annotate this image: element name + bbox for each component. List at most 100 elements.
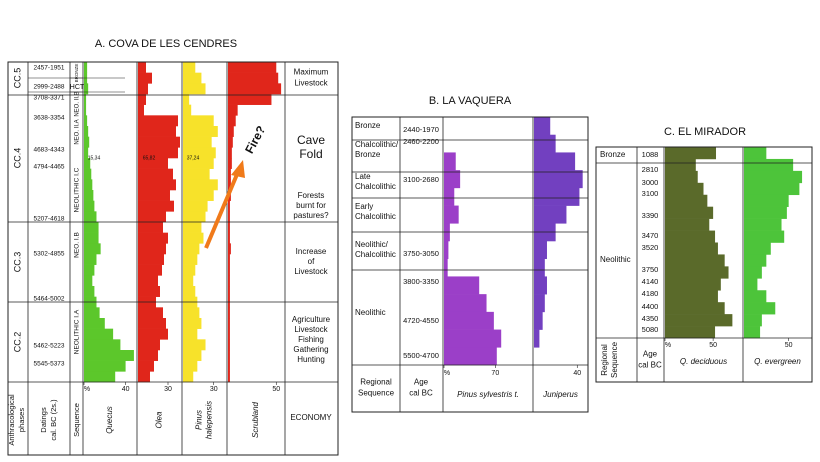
economy-label: Agriculture — [292, 315, 331, 324]
bar — [534, 134, 556, 153]
bar — [183, 94, 190, 105]
bar — [84, 264, 95, 276]
bar — [228, 243, 231, 255]
age-label: 3390 — [642, 211, 659, 220]
bar — [534, 294, 545, 313]
bar — [183, 62, 196, 73]
phase-label: CC.5 — [12, 68, 22, 89]
column-label: Regional — [360, 378, 392, 387]
bar — [444, 187, 455, 206]
economy-label: Cave — [297, 133, 325, 147]
bar — [138, 190, 170, 201]
phase-label: CC.4 — [12, 148, 22, 169]
bar — [228, 307, 230, 319]
bar — [444, 241, 449, 260]
bar — [183, 104, 192, 116]
economy-label: Increase — [296, 247, 327, 256]
bar — [183, 328, 198, 340]
bar — [183, 115, 214, 127]
bar — [84, 232, 99, 244]
bar — [665, 302, 725, 315]
bar — [183, 200, 208, 212]
taxon-label: Quecus — [105, 406, 114, 434]
economy-label: Fold — [299, 147, 322, 161]
period-label: Bronze — [600, 150, 626, 159]
bar — [138, 254, 164, 265]
sequence-label: NEO. I.B — [74, 232, 81, 258]
bar — [665, 147, 717, 160]
bar — [138, 371, 150, 383]
bar — [534, 170, 583, 189]
bar — [138, 360, 154, 372]
bar — [138, 350, 158, 361]
bar — [138, 318, 166, 329]
dating-label: 2457-1951 — [33, 65, 64, 72]
bar — [228, 136, 233, 148]
taxon-label: Q. evergreen — [754, 357, 801, 366]
bar — [183, 254, 198, 265]
bar — [665, 278, 721, 291]
age-label: 3800-3350 — [403, 277, 439, 286]
bar — [138, 339, 160, 351]
bar — [84, 168, 92, 180]
column-label: Sequence — [610, 341, 619, 378]
bar — [228, 83, 282, 95]
bar — [744, 206, 787, 219]
bar — [665, 314, 733, 327]
age-label: 3100 — [642, 189, 659, 198]
bar — [444, 152, 456, 171]
bar — [183, 158, 214, 169]
taxon-label: Juniperus — [542, 390, 578, 399]
bar — [228, 126, 234, 137]
bar — [744, 242, 771, 255]
bar — [183, 222, 202, 233]
bar — [744, 254, 767, 267]
bar — [138, 72, 152, 84]
age-label: 3750-3050 — [403, 249, 439, 258]
economy-label: pastures? — [293, 211, 329, 220]
sequence-label: NEO. II.A — [75, 119, 81, 144]
panel-frame — [595, 146, 813, 383]
bar — [138, 264, 162, 276]
annotation: 37,24 — [187, 155, 200, 161]
period-label: Chalcolithic — [355, 250, 396, 259]
bar — [183, 371, 194, 383]
bar — [138, 94, 146, 105]
bar — [84, 147, 89, 159]
bar — [444, 347, 497, 366]
age-label: 2440-1970 — [403, 125, 439, 134]
panel-frame — [7, 61, 339, 456]
panel-title: C. EL MIRADOR — [664, 126, 746, 138]
taxon-label: Pinus — [195, 410, 204, 430]
x-tick-label: % — [444, 370, 450, 377]
taxon-label: Pinus sylvestris t. — [457, 390, 519, 399]
economy-label: Gathering — [293, 345, 328, 354]
x-tick-label: % — [665, 342, 671, 349]
dating-label: 3708-3371 — [33, 95, 64, 102]
bar — [84, 328, 114, 340]
age-label: 3100-2680 — [403, 175, 439, 184]
bar — [665, 290, 718, 303]
bar — [744, 230, 785, 243]
sequence-label: NEO. II.B — [75, 91, 81, 116]
bar — [444, 170, 461, 189]
bar — [444, 276, 480, 295]
economy-label: burnt for — [296, 201, 326, 210]
column-label: cal BC — [638, 361, 662, 370]
period-label: Bronze — [355, 121, 381, 130]
bar — [228, 200, 230, 212]
bar — [84, 62, 88, 73]
bar — [84, 94, 87, 105]
bar — [138, 104, 144, 116]
dating-label: 5462-5223 — [33, 343, 64, 350]
bar — [84, 307, 100, 319]
economy-label: of — [308, 257, 315, 266]
bar — [84, 158, 91, 169]
bar — [183, 318, 202, 329]
bar — [744, 147, 767, 160]
bar — [744, 326, 761, 339]
bar — [183, 147, 216, 159]
dating-label: 5464-5002 — [33, 296, 64, 303]
economy-label: Livestock — [294, 325, 328, 334]
bar — [183, 179, 218, 191]
